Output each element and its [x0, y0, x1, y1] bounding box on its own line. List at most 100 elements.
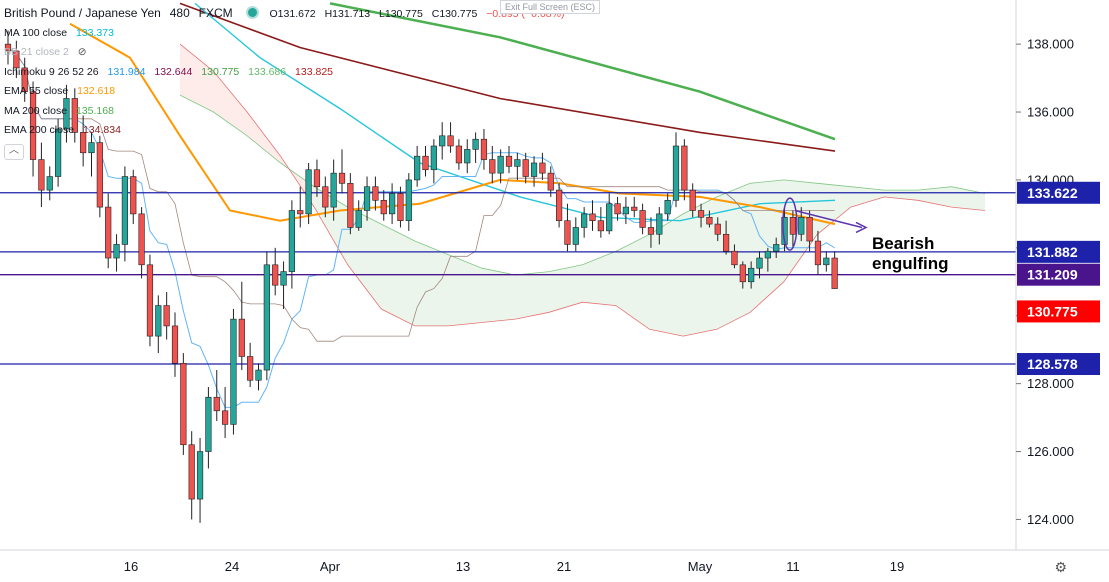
candle-body [138, 213, 145, 266]
time-tick-label: 13 [456, 559, 470, 574]
candle [722, 220, 730, 255]
candle [497, 149, 504, 184]
candle-body [355, 210, 362, 228]
symbol-name[interactable]: British Pound / Japanese Yen [4, 6, 161, 20]
time-tick-label: 11 [786, 559, 800, 574]
candle [564, 203, 571, 252]
candle [823, 251, 830, 272]
candle [814, 230, 822, 275]
indicator-ma100[interactable]: MA 100 close 133.373 [4, 24, 570, 44]
candle-body [180, 362, 187, 446]
candle-body [664, 200, 671, 215]
last-price-label: 130.775 [1027, 303, 1078, 319]
indicator-ema200[interactable]: EMA 200 close 134.834 [4, 121, 570, 141]
candle [455, 139, 463, 170]
indicator-ma200[interactable]: MA 200 close 135.168 [4, 102, 570, 122]
candle [505, 145, 513, 174]
eye-hidden-icon[interactable]: ⊘ [77, 46, 87, 58]
candle-body [631, 206, 638, 211]
indicator-ema55[interactable]: EMA 55 close 132.618 [4, 82, 570, 102]
indicator-value: 132.644 [154, 65, 193, 78]
ma200-line [329, 2, 836, 141]
candle [430, 139, 437, 184]
time-tick-label: May [688, 559, 713, 574]
candle [222, 387, 229, 438]
candle-body [789, 216, 796, 235]
candle [664, 193, 671, 221]
candle-body [397, 193, 404, 221]
candle-body [54, 128, 62, 177]
price-level-tag-label: 128.578 [1027, 356, 1078, 372]
candle [781, 207, 788, 252]
candle [681, 139, 688, 201]
candle [706, 210, 713, 228]
price-tick-label: 124.000 [1027, 512, 1074, 527]
legend-collapse-button[interactable]: ︿ [4, 143, 24, 160]
annotation-arrow-shaft[interactable] [794, 209, 863, 229]
candle-body [614, 203, 621, 215]
candle [422, 145, 429, 177]
candle-body [773, 244, 780, 252]
candle [555, 183, 563, 228]
candle-body [731, 250, 738, 266]
candle [46, 166, 53, 201]
candle [88, 132, 95, 177]
candle [247, 342, 254, 388]
candle [305, 162, 312, 225]
price-tick-label: 138.000 [1027, 37, 1074, 52]
candle [113, 234, 120, 272]
candle-body [464, 149, 471, 164]
indicator-bb21[interactable]: BB 21 close 2 ⊘ [4, 43, 570, 63]
candle-body [589, 213, 596, 221]
candle [230, 308, 237, 435]
ichimoku-cloud [247, 112, 281, 163]
candle-body [756, 257, 763, 269]
indicator-ichimoku[interactable]: Ichimoku 9 26 52 26 131.984 132.644 130.… [4, 63, 570, 83]
candle [589, 200, 596, 231]
ma100-line [194, 2, 836, 222]
candle-body [247, 356, 254, 381]
candle [756, 251, 763, 279]
candle [330, 159, 337, 221]
time-tick-label: Apr [320, 559, 341, 574]
candle-body [422, 155, 429, 171]
candle [188, 431, 195, 520]
annotation-text-line2[interactable]: engulfing [872, 254, 948, 273]
candle [439, 122, 446, 160]
candle-body [414, 155, 421, 181]
candle [522, 152, 529, 184]
candle [405, 173, 412, 231]
candle [572, 217, 579, 252]
candle-body [205, 396, 212, 452]
candle-body [522, 159, 529, 177]
price-tick-label: 128.000 [1027, 376, 1074, 391]
indicator-label: BB 21 close 2 [4, 46, 69, 58]
ichimoku-cloud [917, 186, 952, 208]
candle [121, 166, 128, 262]
candle [414, 145, 421, 187]
candle-body [21, 67, 28, 92]
candle-body [46, 176, 53, 191]
candle-body [280, 271, 287, 286]
ohlc-close: C130.775 [431, 8, 478, 20]
candle [731, 244, 738, 269]
legend-symbol-row: British Pound / Japanese Yen 480 FXCM O1… [4, 4, 570, 24]
candle-body [831, 257, 838, 289]
chart-legend: British Pound / Japanese Yen 480 FXCM O1… [4, 4, 570, 160]
interval-label[interactable]: 480 [169, 6, 190, 20]
candle [130, 169, 137, 225]
candle-body [823, 257, 830, 266]
candle-body [489, 159, 496, 174]
candle-body [681, 145, 688, 191]
candle [639, 203, 646, 235]
exit-fullscreen-button[interactable]: Exit Full Screen (ESC) [500, 0, 601, 14]
candle [263, 251, 270, 381]
candle [205, 387, 212, 469]
settings-gear-icon[interactable]: ⚙ [1054, 559, 1067, 575]
candle-body [330, 172, 337, 208]
annotation-text-line1[interactable]: Bearish [872, 234, 934, 253]
ohlc-low: L130.775 [379, 8, 423, 20]
pattern-highlight-ellipse[interactable] [782, 197, 798, 251]
